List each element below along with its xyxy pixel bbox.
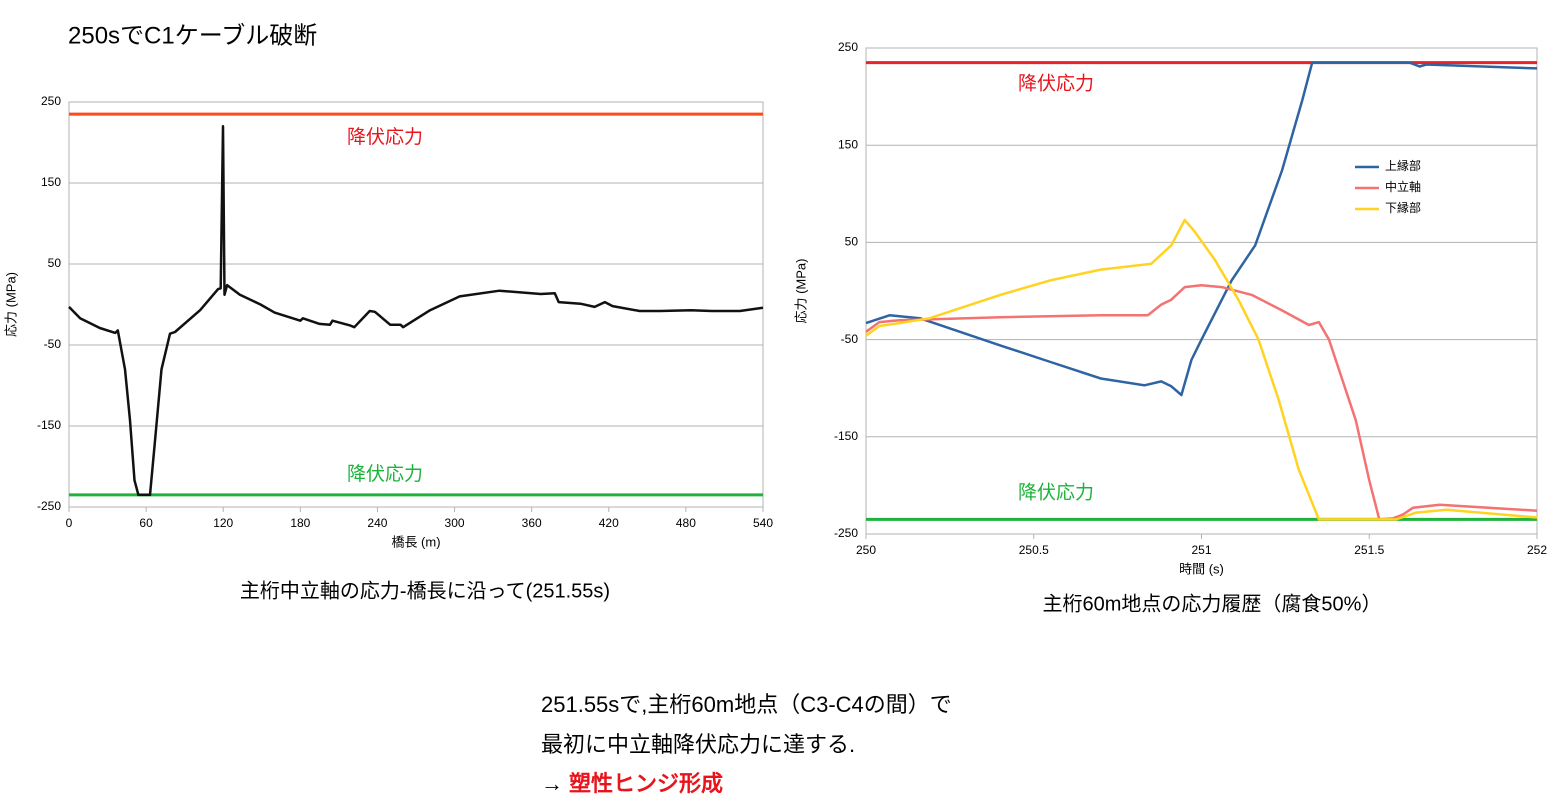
- plot-frame: [865, 47, 1538, 535]
- y-axis-title: 応力 (MPa): [793, 258, 808, 323]
- yield-label: 降伏応力: [1018, 73, 1094, 95]
- note-emphasis: 塑性ヒンジ形成: [569, 771, 723, 796]
- x-tick-label: 180: [290, 516, 310, 530]
- x-tick-label: 252: [1527, 543, 1547, 557]
- x-tick-label: 251: [1191, 543, 1211, 557]
- legend-label: 下縁部: [1385, 200, 1421, 215]
- y-tick-label: 250: [41, 94, 61, 108]
- x-tick-label: 420: [599, 516, 619, 530]
- y-tick-label: -250: [834, 526, 858, 540]
- series-line: [68, 125, 764, 497]
- yield-label: 降伏応力: [347, 126, 423, 148]
- y-tick-label: -150: [37, 418, 61, 432]
- chart-caption: 主桁60m地点の応力履歴（腐食50%）: [1043, 592, 1382, 615]
- y-tick-label: -50: [44, 337, 62, 351]
- x-axis-title: 橋長 (m): [391, 534, 440, 549]
- legend-label: 中立軸: [1385, 179, 1421, 194]
- x-tick-label: 480: [676, 516, 696, 530]
- y-tick-label: 50: [845, 235, 859, 249]
- x-tick-label: 251.5: [1354, 543, 1384, 557]
- note-line: 251.55sで,主桁60m地点（C3-C4の間）で: [541, 692, 952, 717]
- y-tick-label: -250: [37, 499, 61, 513]
- x-tick-label: 240: [367, 516, 387, 530]
- series-line: [865, 283, 1538, 521]
- plot-frame: [68, 101, 764, 508]
- y-tick-label: 150: [838, 137, 858, 151]
- y-tick-label: -50: [841, 332, 859, 346]
- chart-caption: 主桁中立軸の応力-橋長に沿って(251.55s): [240, 579, 610, 602]
- yield-label: 降伏応力: [1018, 481, 1094, 503]
- x-tick-label: 360: [522, 516, 542, 530]
- slide-title: 250sでC1ケーブル破断: [68, 22, 317, 49]
- legend-label: 上縁部: [1385, 158, 1421, 173]
- series-line: [865, 61, 1538, 397]
- note-arrow: →: [541, 771, 563, 796]
- x-tick-label: 540: [753, 516, 773, 530]
- x-tick-label: 250.5: [1019, 543, 1049, 557]
- y-tick-label: 150: [41, 175, 61, 189]
- y-axis-title: 応力 (MPa): [3, 272, 18, 337]
- series-line: [865, 218, 1538, 521]
- y-tick-label: 250: [838, 40, 858, 54]
- note-line: 最初に中立軸降伏応力に達する.: [541, 732, 855, 757]
- x-axis-title: 時間 (s): [1179, 561, 1224, 576]
- y-tick-label: 50: [48, 256, 62, 270]
- y-tick-label: -150: [834, 429, 858, 443]
- x-tick-label: 250: [856, 543, 876, 557]
- x-tick-label: 0: [66, 516, 73, 530]
- x-tick-label: 300: [445, 516, 465, 530]
- x-tick-label: 120: [213, 516, 233, 530]
- yield-label: 降伏応力: [347, 463, 423, 485]
- x-tick-label: 60: [139, 516, 153, 530]
